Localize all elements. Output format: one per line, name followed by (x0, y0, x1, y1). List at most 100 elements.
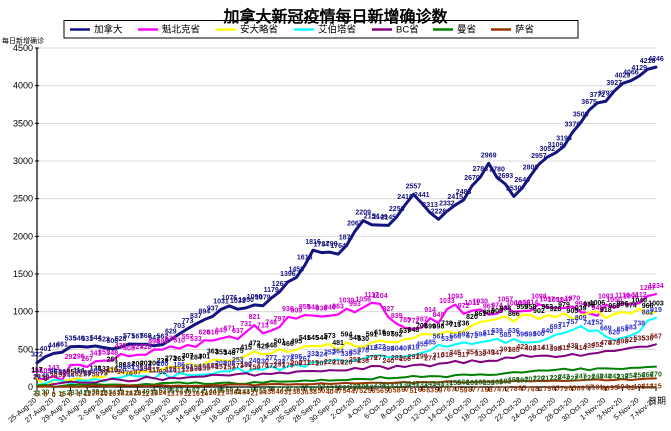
svg-text:18: 18 (117, 391, 125, 398)
svg-text:40: 40 (276, 389, 284, 396)
svg-text:17: 17 (33, 375, 41, 382)
svg-text:38: 38 (309, 389, 317, 396)
svg-text:59: 59 (435, 388, 443, 395)
svg-text:3675: 3675 (581, 99, 597, 106)
svg-text:曼省: 曼省 (457, 24, 476, 36)
svg-text:72: 72 (67, 371, 75, 378)
svg-text:2957: 2957 (531, 153, 547, 160)
svg-text:94: 94 (117, 369, 125, 376)
svg-text:736: 736 (458, 321, 470, 328)
svg-text:21: 21 (217, 390, 225, 397)
svg-text:艾伯塔省: 艾伯塔省 (318, 24, 356, 36)
svg-text:3378: 3378 (565, 122, 581, 129)
svg-text:10: 10 (100, 391, 108, 398)
svg-text:81: 81 (535, 386, 543, 393)
svg-text:1234: 1234 (648, 283, 664, 290)
svg-text:38: 38 (50, 373, 58, 380)
svg-text:2640: 2640 (514, 177, 530, 184)
svg-text:3000: 3000 (13, 156, 33, 166)
svg-text:637: 637 (232, 328, 244, 335)
svg-text:59: 59 (460, 388, 468, 395)
svg-text:89: 89 (577, 385, 585, 392)
svg-text:70: 70 (451, 387, 459, 394)
svg-text:1263: 1263 (272, 281, 288, 288)
svg-text:66: 66 (418, 387, 426, 394)
svg-text:731: 731 (240, 321, 252, 328)
svg-text:63: 63 (426, 387, 434, 394)
svg-text:115: 115 (650, 383, 661, 390)
svg-text:3195: 3195 (556, 135, 572, 142)
svg-text:59: 59 (92, 372, 100, 379)
svg-text:1500: 1500 (13, 269, 33, 279)
svg-text:1613: 1613 (297, 255, 313, 262)
svg-text:71: 71 (476, 387, 484, 394)
svg-text:19: 19 (150, 391, 158, 398)
svg-text:3927: 3927 (606, 80, 622, 87)
svg-text:52: 52 (359, 388, 367, 395)
svg-text:1453: 1453 (289, 267, 305, 274)
svg-text:2067: 2067 (347, 220, 363, 227)
svg-text:47: 47 (351, 389, 359, 396)
svg-text:85: 85 (552, 386, 560, 393)
svg-text:72: 72 (502, 387, 510, 394)
svg-text:55: 55 (58, 372, 66, 379)
svg-text:797: 797 (274, 316, 286, 323)
svg-text:937: 937 (207, 305, 219, 312)
svg-text:866: 866 (508, 311, 520, 318)
svg-text:1079: 1079 (255, 295, 271, 302)
svg-text:1104: 1104 (372, 293, 387, 300)
svg-text:3109: 3109 (548, 142, 564, 149)
svg-text:5: 5 (52, 392, 56, 399)
svg-text:85: 85 (518, 386, 526, 393)
svg-text:4129: 4129 (632, 65, 648, 72)
svg-text:270: 270 (650, 372, 662, 379)
svg-text:573: 573 (324, 333, 336, 340)
svg-text:1877: 1877 (339, 235, 355, 242)
svg-text:4246: 4246 (648, 56, 664, 63)
svg-text:12: 12 (184, 391, 192, 398)
svg-text:3500: 3500 (13, 118, 33, 128)
svg-text:3509: 3509 (573, 112, 589, 119)
svg-text:2145: 2145 (381, 214, 397, 221)
svg-text:50: 50 (318, 388, 326, 395)
svg-text:2786: 2786 (473, 166, 489, 173)
svg-text:加拿大: 加拿大 (94, 24, 123, 36)
svg-text:88: 88 (602, 385, 610, 392)
svg-text:79: 79 (543, 386, 551, 393)
svg-text:36: 36 (301, 389, 309, 396)
svg-text:4500: 4500 (13, 43, 33, 53)
svg-text:21: 21 (251, 390, 259, 397)
svg-text:2530: 2530 (506, 185, 522, 192)
svg-text:2500: 2500 (13, 194, 33, 204)
svg-text:40: 40 (326, 389, 334, 396)
svg-text:5: 5 (35, 392, 39, 399)
svg-text:1764: 1764 (330, 243, 346, 250)
svg-text:38: 38 (267, 389, 275, 396)
svg-text:85: 85 (569, 386, 577, 393)
svg-text:14: 14 (200, 391, 208, 398)
svg-text:2000: 2000 (13, 231, 33, 241)
svg-text:2806: 2806 (523, 165, 539, 172)
svg-text:31: 31 (284, 390, 292, 397)
svg-text:68: 68 (485, 387, 493, 394)
svg-text:67: 67 (401, 387, 409, 394)
svg-text:2258: 2258 (389, 206, 405, 213)
svg-text:47: 47 (334, 389, 342, 396)
svg-text:50: 50 (384, 388, 392, 395)
svg-text:74: 74 (527, 386, 535, 393)
svg-text:2416: 2416 (397, 194, 413, 201)
svg-text:1179: 1179 (264, 287, 279, 294)
svg-text:萨省: 萨省 (515, 24, 534, 36)
svg-text:78: 78 (510, 386, 518, 393)
svg-text:76: 76 (443, 386, 451, 393)
svg-text:2483: 2483 (456, 189, 472, 196)
svg-text:2557: 2557 (406, 183, 422, 190)
svg-text:2969: 2969 (481, 152, 497, 159)
svg-text:56: 56 (376, 388, 384, 395)
svg-text:2226: 2226 (431, 208, 447, 215)
svg-text:34: 34 (234, 389, 242, 396)
svg-text:BC省: BC省 (396, 24, 419, 36)
svg-text:38: 38 (292, 389, 300, 396)
svg-text:2670: 2670 (464, 175, 480, 182)
svg-text:1000: 1000 (13, 307, 33, 317)
